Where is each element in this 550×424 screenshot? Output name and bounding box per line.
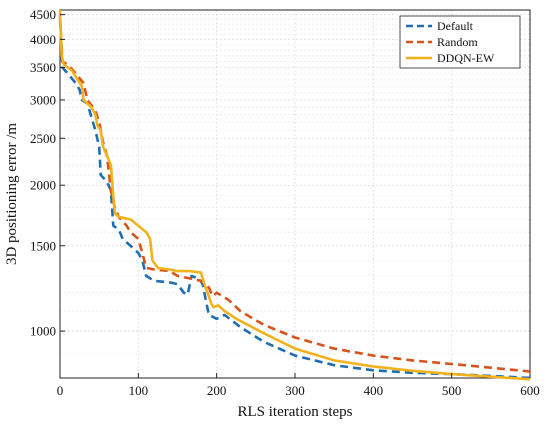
- y-axis: 1000 1500 2000 2500 3000 3500 4000 4500: [30, 7, 65, 339]
- y-tick-label: 2500: [30, 131, 56, 146]
- y-axis-label: 3D positioning error /m: [4, 123, 20, 265]
- x-tick-label: 200: [207, 383, 227, 398]
- legend: Default Random DDQN-EW: [399, 15, 521, 69]
- series-line-default: [58, 14, 531, 380]
- series-layer: [58, 9, 531, 381]
- y-tick-label: 3000: [30, 92, 56, 107]
- y-tick-label: 2000: [30, 178, 56, 193]
- y-tick-label: 3500: [30, 60, 56, 75]
- x-tick-label: 500: [442, 383, 462, 398]
- x-tick-label: 0: [57, 383, 64, 398]
- y-tick-label: 1000: [30, 324, 56, 339]
- x-tick-label: 300: [285, 383, 305, 398]
- x-tick-label: 100: [129, 383, 149, 398]
- x-axis-label: RLS iteration steps: [238, 404, 353, 420]
- y-tick-label: 4500: [30, 7, 56, 22]
- series-line-ddqn-ew: [58, 9, 531, 381]
- legend-label: DDQN-EW: [437, 51, 495, 65]
- legend-label: Random: [437, 35, 478, 49]
- y-tick-label: 1500: [30, 238, 56, 253]
- series-line-random: [58, 19, 531, 373]
- x-tick-label: 400: [364, 383, 384, 398]
- legend-label: Default: [437, 19, 474, 33]
- x-axis: 0 100 200 300 400 500 600: [57, 373, 540, 398]
- x-tick-label: 600: [520, 383, 540, 398]
- y-tick-label: 4000: [30, 32, 56, 47]
